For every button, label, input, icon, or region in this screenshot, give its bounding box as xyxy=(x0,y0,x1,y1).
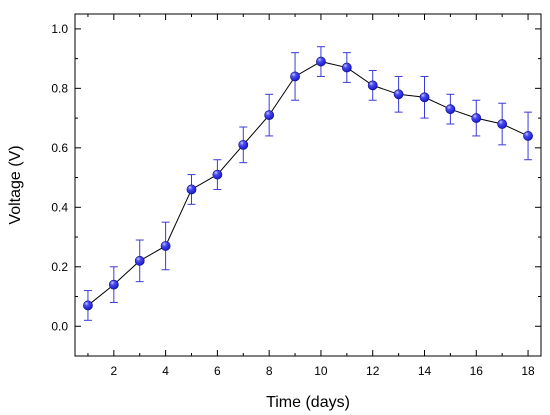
series-layer xyxy=(83,46,533,321)
data-point xyxy=(393,89,404,100)
data-point xyxy=(367,80,378,91)
data-point xyxy=(341,62,352,73)
data-point xyxy=(134,255,145,266)
tick-labels-layer: 2 4 6 8 10 12 14 16 18 0.0 0.2 0.4 0.6 0.8 1.0 xyxy=(51,22,535,378)
y-tick-label: 0.4 xyxy=(51,200,68,214)
y-tick-label: 0.2 xyxy=(51,260,68,274)
y-tick-label: 0.0 xyxy=(51,319,68,333)
data-point xyxy=(212,169,223,180)
y-tick-label: 1.0 xyxy=(51,22,68,36)
data-point xyxy=(445,104,456,115)
data-point xyxy=(290,71,300,82)
x-tick-label: 14 xyxy=(418,364,432,378)
y-tick-label: 0.6 xyxy=(51,141,68,155)
data-point xyxy=(186,184,197,195)
x-tick-label: 6 xyxy=(214,364,221,378)
y-axis-title: Voltage (V) xyxy=(7,145,24,224)
y-tick-label: 0.8 xyxy=(51,81,68,95)
ticks-layer xyxy=(75,14,541,357)
series-line xyxy=(87,61,529,306)
data-point xyxy=(83,300,93,311)
x-tick-label: 10 xyxy=(314,364,328,378)
data-point xyxy=(264,110,275,121)
data-point xyxy=(523,131,533,141)
x-tick-label: 18 xyxy=(521,364,535,378)
x-tick-label: 4 xyxy=(162,364,169,378)
data-point xyxy=(497,119,508,129)
data-point xyxy=(238,139,249,150)
plot-frame xyxy=(74,13,542,357)
x-tick-label: 2 xyxy=(110,364,117,378)
x-tick-label: 12 xyxy=(366,364,380,378)
x-tick-label: 8 xyxy=(266,364,273,378)
x-axis-title: Time (days) xyxy=(266,394,350,411)
data-point xyxy=(316,56,326,67)
data-point xyxy=(471,113,482,123)
data-point xyxy=(160,241,171,251)
x-tick-label: 16 xyxy=(470,364,484,378)
data-point xyxy=(108,279,119,290)
data-point xyxy=(419,92,430,103)
